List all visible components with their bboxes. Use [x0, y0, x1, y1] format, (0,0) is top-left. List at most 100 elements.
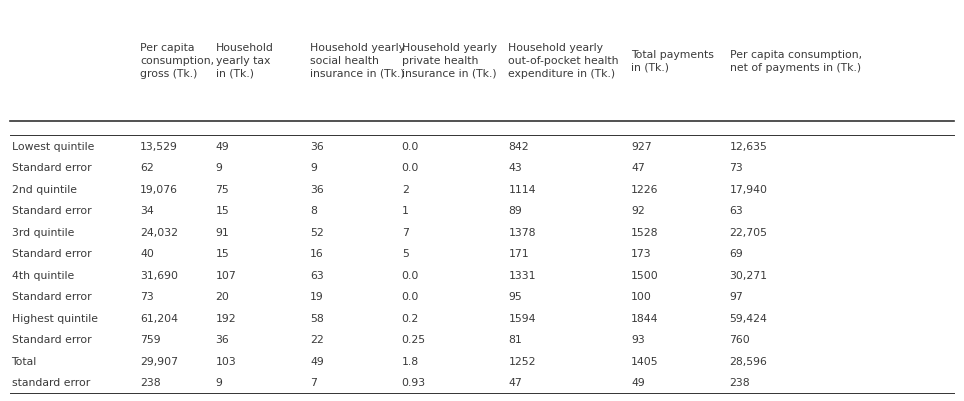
- Text: 0.0: 0.0: [402, 270, 419, 280]
- Text: 17,940: 17,940: [730, 184, 767, 194]
- Text: 93: 93: [631, 334, 645, 344]
- Text: standard error: standard error: [12, 377, 90, 387]
- Text: 103: 103: [216, 356, 236, 366]
- Text: 43: 43: [508, 163, 522, 173]
- Text: 81: 81: [508, 334, 522, 344]
- Text: 1331: 1331: [508, 270, 536, 280]
- Text: Standard error: Standard error: [12, 249, 92, 259]
- Text: 20: 20: [216, 292, 229, 302]
- Text: 0.0: 0.0: [402, 292, 419, 302]
- Text: 22: 22: [310, 334, 324, 344]
- Text: 1.8: 1.8: [402, 356, 418, 366]
- Text: 89: 89: [508, 206, 522, 216]
- Text: 59,424: 59,424: [730, 313, 767, 323]
- Text: 75: 75: [216, 184, 229, 194]
- Text: 58: 58: [310, 313, 324, 323]
- Text: 9: 9: [216, 163, 223, 173]
- Text: 100: 100: [631, 292, 652, 302]
- Text: 97: 97: [730, 292, 743, 302]
- Text: 238: 238: [140, 377, 161, 387]
- Text: Total payments
in (Tk.): Total payments in (Tk.): [631, 50, 714, 72]
- Text: 0.0: 0.0: [402, 163, 419, 173]
- Text: 91: 91: [216, 227, 229, 237]
- Text: 0.0: 0.0: [402, 142, 419, 151]
- Text: Standard error: Standard error: [12, 206, 92, 216]
- Text: 760: 760: [730, 334, 750, 344]
- Text: 173: 173: [631, 249, 652, 259]
- Text: 1594: 1594: [508, 313, 536, 323]
- Text: 927: 927: [631, 142, 652, 151]
- Text: Household
yearly tax
in (Tk.): Household yearly tax in (Tk.): [216, 43, 274, 79]
- Text: 0.93: 0.93: [402, 377, 426, 387]
- Text: 238: 238: [730, 377, 750, 387]
- Text: 16: 16: [310, 249, 324, 259]
- Text: 1226: 1226: [631, 184, 658, 194]
- Text: 1405: 1405: [631, 356, 658, 366]
- Text: 0.25: 0.25: [402, 334, 426, 344]
- Text: 107: 107: [216, 270, 236, 280]
- Text: 2: 2: [402, 184, 409, 194]
- Text: 36: 36: [216, 334, 229, 344]
- Text: 7: 7: [310, 377, 317, 387]
- Text: Per capita
consumption,
gross (Tk.): Per capita consumption, gross (Tk.): [140, 43, 214, 79]
- Text: 171: 171: [508, 249, 529, 259]
- Text: 1114: 1114: [508, 184, 536, 194]
- Text: 49: 49: [216, 142, 229, 151]
- Text: 69: 69: [730, 249, 743, 259]
- Text: Total: Total: [12, 356, 37, 366]
- Text: 5: 5: [402, 249, 409, 259]
- Text: 40: 40: [140, 249, 154, 259]
- Text: 63: 63: [310, 270, 324, 280]
- Text: 49: 49: [310, 356, 324, 366]
- Text: 47: 47: [508, 377, 522, 387]
- Text: 22,705: 22,705: [730, 227, 767, 237]
- Text: Standard error: Standard error: [12, 163, 92, 173]
- Text: 73: 73: [140, 292, 154, 302]
- Text: 47: 47: [631, 163, 645, 173]
- Text: 7: 7: [402, 227, 409, 237]
- Text: 28,596: 28,596: [730, 356, 767, 366]
- Text: 13,529: 13,529: [140, 142, 178, 151]
- Text: 1528: 1528: [631, 227, 658, 237]
- Text: 36: 36: [310, 142, 324, 151]
- Text: 759: 759: [140, 334, 161, 344]
- Text: 34: 34: [140, 206, 154, 216]
- Text: Highest quintile: Highest quintile: [12, 313, 97, 323]
- Text: Per capita consumption,
net of payments in (Tk.): Per capita consumption, net of payments …: [730, 50, 862, 72]
- Text: 192: 192: [216, 313, 236, 323]
- Text: Household yearly
out-of-pocket health
expenditure in (Tk.): Household yearly out-of-pocket health ex…: [508, 43, 619, 79]
- Text: 1: 1: [402, 206, 409, 216]
- Text: 1844: 1844: [631, 313, 658, 323]
- Text: 15: 15: [216, 206, 229, 216]
- Text: 1500: 1500: [631, 270, 659, 280]
- Text: 95: 95: [508, 292, 522, 302]
- Text: 19,076: 19,076: [140, 184, 178, 194]
- Text: 63: 63: [730, 206, 743, 216]
- Text: 73: 73: [730, 163, 743, 173]
- Text: 29,907: 29,907: [140, 356, 178, 366]
- Text: 24,032: 24,032: [140, 227, 178, 237]
- Text: 31,690: 31,690: [140, 270, 178, 280]
- Text: 19: 19: [310, 292, 324, 302]
- Text: 36: 36: [310, 184, 324, 194]
- Text: 3rd quintile: 3rd quintile: [12, 227, 74, 237]
- Text: 4th quintile: 4th quintile: [12, 270, 74, 280]
- Text: 30,271: 30,271: [730, 270, 767, 280]
- Text: 62: 62: [140, 163, 154, 173]
- Text: Lowest quintile: Lowest quintile: [12, 142, 94, 151]
- Text: 61,204: 61,204: [140, 313, 178, 323]
- Text: 2nd quintile: 2nd quintile: [12, 184, 76, 194]
- Text: Standard error: Standard error: [12, 334, 92, 344]
- Text: 8: 8: [310, 206, 317, 216]
- Text: 0.2: 0.2: [402, 313, 419, 323]
- Text: 49: 49: [631, 377, 645, 387]
- Text: 9: 9: [310, 163, 317, 173]
- Text: 12,635: 12,635: [730, 142, 767, 151]
- Text: 92: 92: [631, 206, 645, 216]
- Text: 842: 842: [508, 142, 529, 151]
- Text: Household yearly
social health
insurance in (Tk.): Household yearly social health insurance…: [310, 43, 405, 79]
- Text: 52: 52: [310, 227, 324, 237]
- Text: Household yearly
private health
insurance in (Tk.): Household yearly private health insuranc…: [402, 43, 496, 79]
- Text: 1378: 1378: [508, 227, 536, 237]
- Text: 15: 15: [216, 249, 229, 259]
